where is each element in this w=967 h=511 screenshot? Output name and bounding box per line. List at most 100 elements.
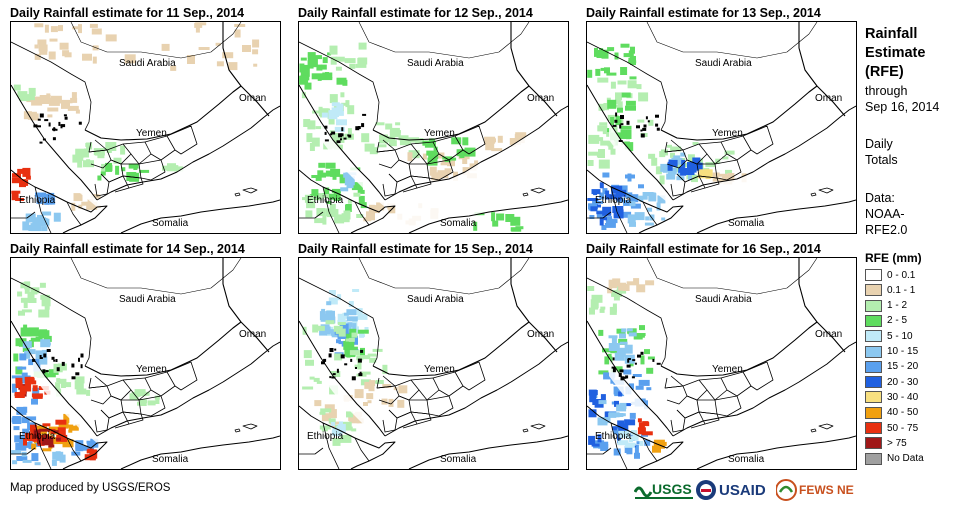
map-panel-sep12: Daily Rainfall estimate for 12 Sep., 201… (298, 6, 583, 241)
rfe-legend-item: 50 - 75 (865, 421, 918, 435)
usgs-logo: USGS (634, 478, 696, 502)
rfe-legend-swatch (865, 345, 882, 358)
legend-date: Sep 16, 2014 (865, 100, 940, 114)
map-credit: Map produced by USGS/EROS (10, 482, 171, 494)
map-frame: Saudi Arabia Oman Yemen Ethiopia Somalia (298, 21, 569, 234)
rfe-legend-item: 40 - 50 (865, 406, 918, 420)
map-frame: Saudi Arabia Oman Yemen Ethiopia Somalia (10, 21, 281, 234)
country-label-ethiopia: Ethiopia (595, 431, 632, 442)
rfe-legend-swatch (865, 299, 882, 312)
rfe-legend-swatch (865, 284, 882, 297)
country-label-oman: Oman (527, 329, 554, 340)
rfe-legend-label: 15 - 20 (887, 361, 919, 373)
map-panel-sep13: Daily Rainfall estimate for 13 Sep., 201… (586, 6, 871, 241)
rfe-legend-label: 2 - 5 (887, 315, 908, 327)
rfe-legend-label: > 75 (887, 437, 907, 449)
rfe-legend-swatch (865, 406, 882, 419)
rfe-legend-swatch (865, 330, 882, 343)
rfe-legend-label: 5 - 10 (887, 330, 913, 342)
rfe-legend-item: 30 - 40 (865, 390, 918, 404)
country-label-yemen: Yemen (136, 364, 167, 375)
country-label-somalia: Somalia (440, 454, 477, 465)
map-panel-sep15: Daily Rainfall estimate for 15 Sep., 201… (298, 242, 583, 477)
map-svg: Saudi Arabia Oman Yemen Ethiopia Somalia (299, 258, 568, 469)
rfe-legend-swatch (865, 452, 882, 465)
country-label-yemen: Yemen (136, 128, 167, 139)
country-label-yemen: Yemen (424, 364, 455, 375)
country-label-saudi: Saudi Arabia (407, 58, 464, 69)
country-label-oman: Oman (239, 93, 266, 104)
country-label-yemen: Yemen (712, 128, 743, 139)
rfe-legend-label: 0 - 0.1 (887, 269, 916, 281)
panel-title: Daily Rainfall estimate for 15 Sep., 201… (298, 242, 533, 256)
usgs-logo-text: USGS (652, 481, 692, 497)
rainfall-layer (299, 42, 527, 232)
legend-title-line: (RFE) (865, 64, 904, 80)
country-label-somalia: Somalia (152, 218, 189, 229)
legend-totals: Totals (865, 153, 898, 167)
rainfall-layer (11, 22, 260, 232)
rfe-legend-item: 0 - 0.1 (865, 268, 915, 282)
map-frame: Saudi Arabia Oman Yemen Ethiopia Somalia (10, 257, 281, 470)
country-label-saudi: Saudi Arabia (695, 294, 752, 305)
rfe-legend-swatch (865, 360, 882, 373)
map-frame: Saudi Arabia Oman Yemen Ethiopia Somalia (298, 257, 569, 470)
legend-title: Rainfall Estimate (RFE) (865, 25, 925, 82)
country-label-somalia: Somalia (728, 218, 765, 229)
country-label-oman: Oman (815, 93, 842, 104)
rainfall-layer (302, 289, 408, 446)
country-label-saudi: Saudi Arabia (119, 58, 176, 69)
rfe-legend-label: 50 - 75 (887, 422, 919, 434)
fewsnet-logo-text: FEWS NET (799, 483, 854, 497)
rfe-legend-label: No Data (887, 453, 924, 465)
legend-title-line: Estimate (865, 45, 926, 61)
country-label-ethiopia: Ethiopia (19, 195, 56, 206)
rfe-legend-swatch (865, 422, 882, 434)
map-svg: Saudi Arabia Oman Yemen Ethiopia Somalia (299, 22, 568, 233)
rfe-legend-item: 20 - 30 (865, 375, 918, 389)
rfe-legend-label: 40 - 50 (887, 407, 919, 419)
country-label-oman: Oman (527, 93, 554, 104)
country-label-oman: Oman (815, 329, 842, 340)
country-label-saudi: Saudi Arabia (407, 294, 464, 305)
rfe-legend-label: 0.1 - 1 (887, 284, 916, 296)
rfe-legend-item: 1 - 2 (865, 299, 907, 313)
usaid-logo: USAID (696, 478, 774, 502)
country-label-somalia: Somalia (440, 218, 477, 229)
country-label-ethiopia: Ethiopia (19, 431, 56, 442)
fewsnet-logo: FEWS NET (776, 478, 854, 502)
rfe-legend-swatch (865, 314, 882, 327)
legend-daily: Daily (865, 137, 893, 151)
panel-title: Daily Rainfall estimate for 12 Sep., 201… (298, 6, 533, 20)
rfe-legend-swatch (865, 376, 882, 389)
rfe-legend-swatch (865, 391, 882, 404)
map-svg: Saudi Arabia Oman Yemen Ethiopia Somalia (587, 258, 856, 469)
country-label-ethiopia: Ethiopia (595, 195, 632, 206)
country-label-oman: Oman (239, 329, 266, 340)
rfe-legend-item: 5 - 10 (865, 329, 913, 343)
country-label-yemen: Yemen (424, 128, 455, 139)
rfe-legend-label: 30 - 40 (887, 391, 919, 403)
rfe-legend-heading: RFE (mm) (865, 251, 922, 265)
panel-title: Daily Rainfall estimate for 11 Sep., 201… (10, 6, 245, 20)
rfe-legend-label: 1 - 2 (887, 300, 908, 312)
rfe-legend-item: > 75 (865, 436, 907, 450)
panel-title: Daily Rainfall estimate for 16 Sep., 201… (586, 242, 821, 256)
country-label-ethiopia: Ethiopia (307, 431, 344, 442)
map-frame: Saudi Arabia Oman Yemen Ethiopia Somalia (586, 21, 857, 234)
legend-title-line: Rainfall (865, 26, 918, 42)
rfe-legend-item: 0.1 - 1 (865, 283, 915, 297)
rfe-legend-swatch (865, 437, 882, 450)
rfe-legend-item: 10 - 15 (865, 345, 918, 359)
map-panel-sep14: Daily Rainfall estimate for 14 Sep., 201… (10, 242, 295, 477)
map-svg: Saudi Arabia Oman Yemen Ethiopia Somalia (11, 258, 280, 469)
country-label-yemen: Yemen (712, 364, 743, 375)
map-panel-sep11: Daily Rainfall estimate for 11 Sep., 201… (10, 6, 295, 241)
usaid-logo-text: USAID (719, 482, 766, 499)
legend-data-label: Data: (865, 191, 895, 205)
rfe-legend-item: 2 - 5 (865, 314, 907, 328)
map-svg: Saudi Arabia Oman Yemen Ethiopia Somalia (587, 22, 856, 233)
legend-through: through (865, 84, 908, 98)
country-label-ethiopia: Ethiopia (307, 195, 344, 206)
country-label-somalia: Somalia (152, 454, 189, 465)
